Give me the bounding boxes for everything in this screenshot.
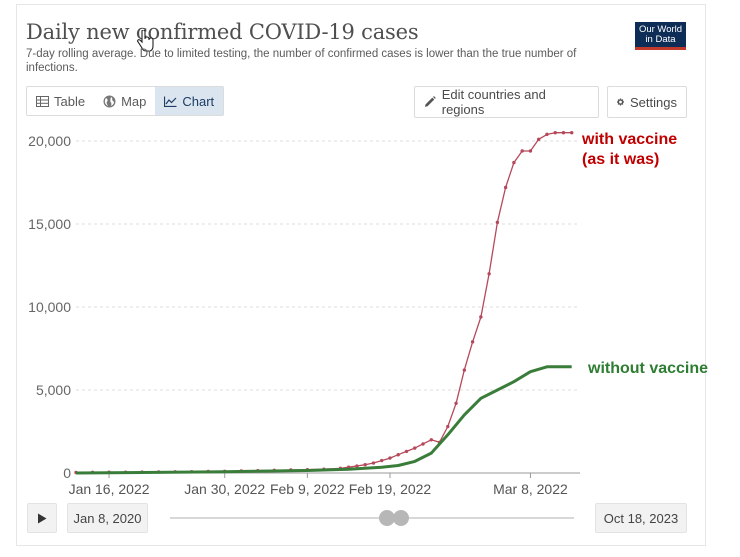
edit-countries-button[interactable]: Edit countries and regions: [414, 86, 599, 118]
tab-map-label: Map: [121, 93, 147, 109]
data-point: [487, 272, 491, 276]
data-point: [371, 461, 376, 465]
data-point: [495, 220, 500, 225]
series-line-without-vaccine: [75, 365, 572, 475]
y-tick-label: 15,000: [28, 216, 71, 232]
tab-chart-label: Chart: [182, 93, 215, 109]
timeline-end-date[interactable]: Oct 18, 2023: [595, 503, 687, 533]
data-point: [388, 456, 392, 460]
chart-subtitle: 7-day rolling average. Due to limited te…: [26, 48, 577, 74]
series-line-with-vaccine: [75, 132, 572, 474]
edit-countries-label: Edit countries and regions: [441, 87, 546, 117]
chart-title: Daily new confirmed COVID-19 cases: [26, 20, 419, 44]
data-point: [503, 185, 508, 190]
x-tick-label: Feb 19, 2022: [349, 481, 432, 497]
data-point: [512, 160, 516, 165]
data-point: [462, 368, 467, 372]
data-point: [421, 442, 425, 446]
play-icon: [38, 513, 47, 523]
data-point: [470, 340, 475, 344]
data-point: [429, 438, 433, 442]
view-tabs: Table Map Chart: [26, 86, 224, 116]
data-point: [553, 131, 557, 135]
data-point: [536, 137, 541, 142]
timeline-start-date[interactable]: Jan 8, 2020: [67, 503, 148, 533]
globe-icon: [103, 95, 116, 107]
data-point: [446, 424, 450, 429]
y-tick-label: 10,000: [28, 299, 71, 315]
settings-button[interactable]: Settings: [607, 86, 687, 118]
tab-chart[interactable]: Chart: [155, 87, 224, 115]
logo-line-2: in Data: [645, 34, 676, 45]
y-tick-label: 5,000: [36, 382, 71, 398]
data-point: [363, 463, 367, 467]
settings-label: Settings: [630, 94, 677, 110]
timeline-track[interactable]: [170, 517, 574, 519]
y-tick-label: 20,000: [28, 133, 71, 149]
data-point: [404, 449, 409, 454]
data-point: [570, 131, 574, 135]
timeline-end-handle[interactable]: [393, 510, 409, 526]
x-tick-label: Jan 16, 2022: [69, 481, 150, 497]
data-point: [454, 401, 458, 405]
y-tick-label: 0: [63, 465, 71, 481]
table-icon: [36, 95, 49, 107]
x-tick-label: Feb 9, 2022: [270, 481, 345, 497]
chart-frame: [16, 4, 706, 546]
timeline-start-handle[interactable]: [379, 510, 395, 526]
series-label-with-vaccine: with vaccine: [581, 131, 677, 148]
play-button[interactable]: [27, 503, 57, 533]
gear-icon: [617, 98, 625, 106]
pencil-icon: [424, 96, 436, 107]
data-point: [545, 132, 549, 137]
owid-logo[interactable]: Our World in Data: [635, 22, 686, 50]
data-point: [520, 149, 524, 153]
series-label-without-vaccine: without vaccine: [587, 360, 708, 377]
x-tick-label: Mar 8, 2022: [493, 481, 568, 497]
line-chart-icon: [164, 96, 177, 107]
data-point: [413, 446, 417, 450]
logo-line-1: Our World: [638, 24, 683, 35]
tab-table-label: Table: [54, 93, 86, 109]
data-point: [380, 458, 384, 463]
data-point: [528, 149, 533, 153]
data-point: [396, 453, 400, 457]
series-label-with-vaccine-note: (as it was): [582, 151, 659, 168]
mouse-pointer-icon: [136, 30, 154, 52]
data-point: [355, 464, 359, 468]
x-tick-label: Jan 30, 2022: [184, 481, 265, 497]
data-point: [479, 315, 483, 319]
tab-table[interactable]: Table: [27, 87, 94, 115]
tab-map[interactable]: Map: [94, 87, 155, 115]
data-point: [561, 131, 566, 135]
